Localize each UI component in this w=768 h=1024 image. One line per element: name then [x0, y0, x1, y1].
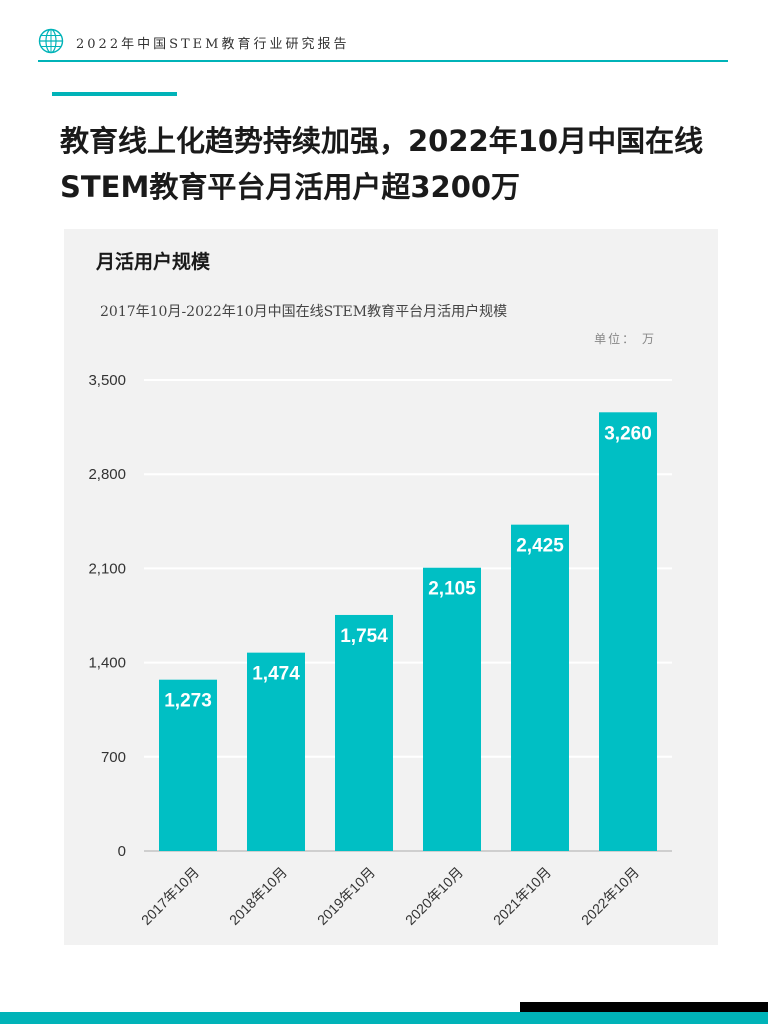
y-tick-label: 0 — [118, 843, 126, 860]
y-tick-label: 1,400 — [88, 655, 126, 672]
bar-value-label: 3,260 — [604, 423, 652, 444]
accent-bar — [52, 92, 177, 96]
y-tick-label: 3,500 — [88, 372, 126, 389]
bar-value-label: 1,754 — [340, 626, 388, 647]
y-tick-label: 700 — [101, 749, 126, 766]
x-tick-label: 2018年10月 — [226, 864, 290, 928]
bar — [335, 614, 393, 851]
report-header: 2022年中国STEM教育行业研究报告 — [38, 26, 728, 62]
x-tick-label: 2022年10月 — [578, 864, 642, 928]
bar-value-label: 1,273 — [164, 691, 212, 712]
bar — [247, 652, 305, 851]
bar — [159, 679, 217, 851]
page-headline: 教育线上化趋势持续加强，2022年10月中国在线 STEM教育平台月活用户超32… — [60, 118, 720, 210]
x-tick-label: 2020年10月 — [402, 864, 466, 928]
bar-chart: 0 700 1,400 2,100 2,800 3,500 1,273 2017年10月 1,4… — [88, 372, 672, 928]
unit-label: 单位： 万 — [594, 332, 656, 346]
headline-line-1: 教育线上化趋势持续加强，2022年10月中国在线 — [60, 124, 704, 158]
x-tick-label: 2019年10月 — [314, 864, 378, 928]
header-divider — [38, 60, 728, 62]
bar-value-label: 1,474 — [252, 664, 300, 685]
bar-value-label: 2,425 — [516, 536, 564, 557]
bar — [423, 567, 481, 851]
x-tick-label: 2021年10月 — [490, 864, 554, 928]
bar-value-label: 2,105 — [428, 579, 476, 600]
chart-panel: 0 700 1,400 2,100 2,800 3,500 1,273 2017年10月 1,4… — [64, 229, 718, 945]
x-tick-label: 2017年10月 — [138, 864, 202, 928]
y-tick-label: 2,100 — [88, 560, 126, 577]
bar — [511, 524, 569, 851]
bar — [599, 412, 657, 851]
footer-teal-bar — [0, 1012, 768, 1024]
globe-icon — [38, 28, 64, 54]
panel-title: 月活用户规模 — [96, 251, 211, 273]
chart-title: 2017年10月-2022年10月中国在线STEM教育平台月活用户规模 — [100, 304, 508, 320]
footer-black-bar — [520, 1002, 768, 1012]
y-tick-label: 2,800 — [88, 466, 126, 483]
report-title: 2022年中国STEM教育行业研究报告 — [76, 37, 350, 52]
headline-line-2: STEM教育平台月活用户超3200万 — [60, 170, 521, 204]
